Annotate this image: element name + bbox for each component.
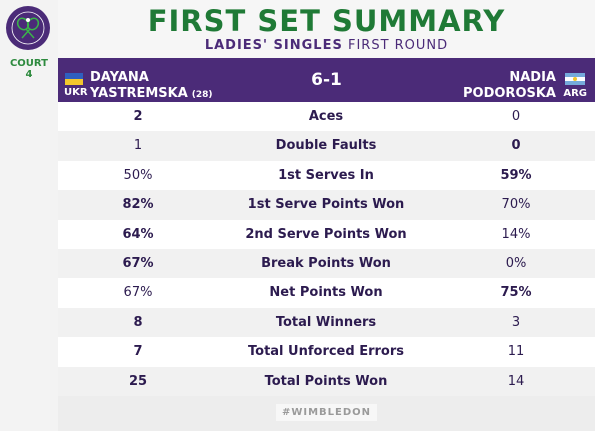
stat-row: 50% 1st Serves In 59% [58,160,595,191]
argentina-flag-icon [565,73,585,85]
player1-stat: 67% [122,255,154,271]
stat-label: 1st Serve Points Won [247,197,405,213]
stat-row: 67% Break Points Won 0% [58,248,595,279]
player2-stat: 11 [507,344,525,360]
player1-stat: 64% [122,226,154,242]
player1-country: UKR [64,87,88,98]
player2-stat: 14 [507,373,525,389]
stat-row: 1 Double Faults 0 [58,131,595,161]
player1-stat: 1 [133,138,143,154]
stat-label: Total Unforced Errors [248,344,404,360]
stats-table: 2 Aces 0 1 Double Faults 0 50% 1st Serve… [58,102,595,396]
set-score: 6-1 [311,70,342,90]
hashtag: #WIMBLEDON [275,404,378,421]
player2-stat: 14% [501,226,531,242]
stat-row: 25 Total Points Won 14 [58,366,595,396]
footer: #WIMBLEDON [58,396,595,431]
player2-stat: 70% [501,197,531,213]
stat-label: 2nd Serve Points Won [245,226,407,242]
player1-first-name: DAYANA [90,70,149,85]
stat-row: 67% Net Points Won 75% [58,278,595,308]
player1-stat: 67% [123,285,153,301]
court-label: COURT [9,58,49,69]
player2-stat: 59% [500,167,532,183]
player1-stat: 8 [133,314,143,330]
player1-stat: 7 [133,344,143,360]
stat-label: Aces [308,109,344,124]
players-bar: UKR DAYANA YASTREMSKA (28) 6-1 NADIA PODO… [58,58,595,102]
stat-row: 7 Total Unforced Errors 11 [58,337,595,367]
wimbledon-logo [6,6,50,50]
player1-stat: 2 [133,109,143,124]
stat-row: 82% 1st Serve Points Won 70% [58,190,595,220]
stat-label: Double Faults [275,138,377,154]
player1-last-name: YASTREMSKA [90,86,188,101]
header: FIRST SET SUMMARY LADIES' SINGLES FIRST … [58,0,595,58]
page-subtitle: LADIES' SINGLES FIRST ROUND [58,38,595,54]
stat-row: 2 Aces 0 [58,102,595,132]
stat-label: Total Points Won [264,373,388,389]
stat-label: 1st Serves In [278,167,374,183]
court-number: 4 [25,69,33,80]
player2-stat: 0 [511,138,521,154]
player1-stat: 82% [122,197,154,213]
player2-stat: 3 [511,314,521,330]
player2-first-name: NADIA [509,70,556,85]
round-name: FIRST ROUND [347,38,449,53]
player1-last-name-line: YASTREMSKA (28) [90,86,213,101]
player1-stat: 25 [128,373,148,389]
player1-stat: 50% [123,167,153,183]
event-name: LADIES' SINGLES [204,38,343,53]
player1-seed: (28) [191,90,213,100]
ukraine-flag-icon [65,73,83,85]
player2-stat: 0 [511,109,521,124]
page-title: FIRST SET SUMMARY [147,4,506,38]
player2-stat: 75% [500,285,532,301]
court-indicator: COURT 4 [0,58,58,80]
stat-row: 8 Total Winners 3 [58,307,595,338]
player2-block: NADIA PODOROSKA ARG [389,64,589,101]
sidebar: COURT 4 [0,0,58,431]
player2-stat: 0% [505,255,527,271]
stat-label: Break Points Won [261,255,391,271]
stat-row: 64% 2nd Serve Points Won 14% [58,219,595,249]
stat-label: Total Winners [275,314,377,330]
stat-label: Net Points Won [269,285,383,301]
player2-last-name: PODOROSKA [463,86,556,101]
crossed-rackets-icon [11,11,45,45]
player2-country: ARG [563,88,587,99]
